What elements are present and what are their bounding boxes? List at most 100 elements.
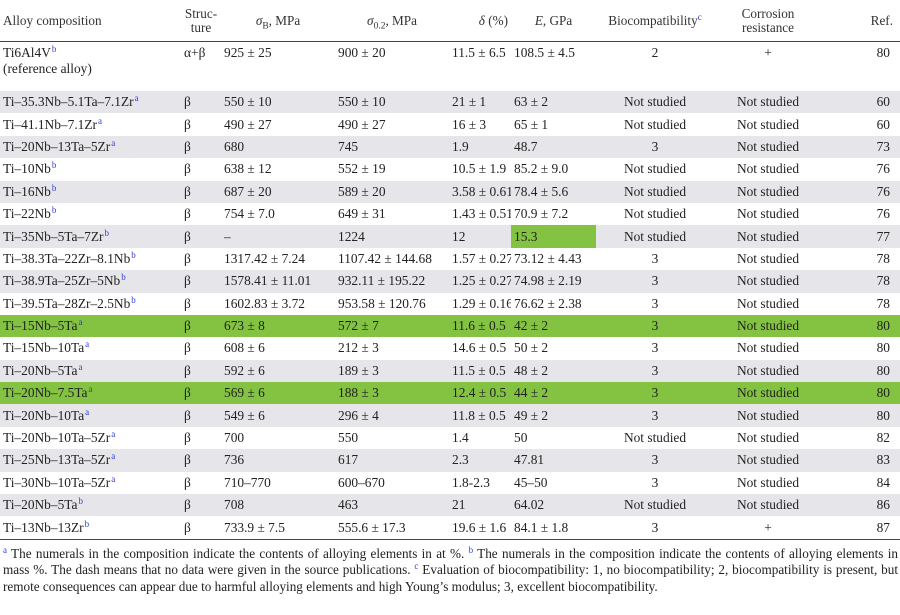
cell-ref: 78 (876, 295, 890, 311)
header-tensile-strength: σB, MPa (221, 0, 335, 42)
cell-composition: Ti–15Nb–5Taa (0, 314, 181, 338)
cell-composition: Ti–35Nb–5Ta–7Zrb (0, 225, 181, 248)
header-elongation: δ (%) (449, 0, 511, 42)
cell-ref: 80 (876, 45, 890, 60)
cell-composition: Ti–16Nbb (0, 180, 181, 203)
cell-structure: β (184, 340, 191, 356)
cell-modulus: 63 ± 2 (511, 91, 596, 114)
cell-structure: β (181, 91, 221, 114)
cell-ref: 86 (822, 494, 900, 517)
cell-corrosion: Not studied (714, 449, 822, 472)
cell-sigma-02: 1224 (335, 225, 449, 248)
cell-sigma-b: 680 (221, 135, 335, 159)
cell-corrosion: Not studied (736, 430, 800, 446)
table-row: Ti–20Nb–13Ta–5Zra β 680 745 1.9 48.7 3 Not stud… (0, 135, 900, 159)
cell-composition: Ti–13Nb–13Zrb (0, 516, 181, 540)
cell-structure: β (181, 225, 221, 248)
table-row: Ti6Al4Vb (reference alloy) α+β 925 ± 25 9… (0, 42, 900, 92)
cell-sigma-02: 900 ± 20 (338, 45, 386, 60)
cell-modulus: 45–50 (514, 474, 548, 490)
cell-biocompatibility: 3 (596, 449, 714, 472)
cell-sigma-02: 1107.42 ± 144.68 (338, 250, 432, 266)
cell-structure: β (181, 135, 221, 159)
table-row: Ti–30Nb–10Ta–5Zra β 710–770 600–670 1.8-2.3 4… (0, 472, 900, 494)
cell-composition: Ti–30Nb–10Ta–5Zra (3, 473, 116, 490)
cell-biocompatibility: 3 (651, 474, 659, 490)
footnote-a-mark: a (3, 544, 7, 555)
cell-structure: β (181, 382, 221, 405)
cell-sigma-02: 600–670 (338, 474, 385, 490)
cell-modulus: 48.7 (511, 135, 596, 159)
cell-corrosion: Not studied (714, 270, 822, 293)
cell-modulus: 74.98 ± 2.19 (511, 270, 596, 293)
header-yield-strength: σ0.2, MPa (335, 0, 449, 42)
cell-modulus: 78.4 ± 5.6 (511, 180, 596, 203)
cell-corrosion: Not studied (714, 359, 822, 383)
cell-sigma-b: – (221, 225, 335, 248)
table-row: Ti–20Nb–10Ta–5Zra β 700 550 1.4 50 Not studied… (0, 427, 900, 449)
footnote-c-text: Evaluation of biocompatibility: 1, no bi… (3, 562, 898, 594)
cell-ref: 60 (822, 91, 900, 114)
cell-structure: β (181, 494, 221, 517)
cell-composition: Ti–20Nb–10Taa (0, 404, 181, 427)
cell-modulus: 70.9 ± 7.2 (514, 206, 569, 222)
header-youngs-modulus: E, GPa (511, 0, 596, 42)
cell-structure: β (184, 206, 191, 222)
cell-structure: β (184, 161, 191, 177)
cell-sigma-02: 552 ± 19 (338, 161, 386, 177)
footnote-b-mark: b (468, 544, 474, 555)
cell-corrosion: Not studied (736, 161, 800, 177)
cell-sigma-b: 1602.83 ± 3.72 (224, 295, 305, 311)
cell-modulus: 15.3 (511, 225, 596, 248)
cell-sigma-02: 745 (335, 135, 449, 159)
cell-modulus: 47.81 (511, 449, 596, 472)
cell-modulus: 64.02 (511, 494, 596, 517)
cell-biocompatibility: 3 (596, 516, 714, 540)
table-row: Ti–25Nb–13Ta–5Zra β 736 617 2.3 47.81 3 Not stu… (0, 449, 900, 472)
table-row: Ti–16Nbb β 687 ± 20 589 ± 20 3.58 ± 0.61 78.4… (0, 180, 900, 203)
cell-sigma-02: 188 ± 3 (335, 382, 449, 405)
cell-sigma-02: 550 (338, 430, 359, 446)
cell-ref: 77 (822, 225, 900, 248)
cell-ref: 83 (822, 449, 900, 472)
cell-delta: 10.5 ± 1.9 (452, 161, 507, 177)
cell-ref: 80 (822, 404, 900, 427)
cell-sigma-b: 673 ± 8 (221, 314, 335, 338)
cell-ref: 76 (876, 206, 890, 222)
cell-modulus: 85.2 ± 9.0 (514, 161, 569, 177)
cell-sigma-02: 212 ± 3 (338, 340, 379, 356)
cell-ref: 73 (822, 135, 900, 159)
cell-biocompatibility: Not studied (623, 206, 687, 222)
cell-corrosion: Not studied (714, 382, 822, 405)
cell-sigma-b: 925 ± 25 (224, 45, 272, 60)
cell-biocompatibility: Not studied (623, 161, 687, 177)
cell-delta: 1.29 ± 0.16 (452, 295, 511, 311)
cell-structure: β (181, 449, 221, 472)
cell-sigma-02: 189 ± 3 (335, 359, 449, 383)
table-row: Ti–13Nb–13Zrb β 733.9 ± 7.5 555.6 ± 17.3 19.… (0, 516, 900, 540)
cell-structure: β (181, 314, 221, 338)
cell-sigma-b: 733.9 ± 7.5 (221, 516, 335, 540)
cell-sigma-b: 754 ± 7.0 (224, 206, 275, 222)
cell-composition: Ti–20Nb–5Taa (0, 359, 181, 383)
cell-corrosion: Not studied (736, 474, 800, 490)
table-footnotes: a The numerals in the composition indica… (0, 540, 900, 596)
cell-biocompatibility: Not studied (623, 116, 687, 132)
cell-sigma-b: 569 ± 6 (221, 382, 335, 405)
table-row: Ti–39.5Ta–28Zr–2.5Nbb β 1602.83 ± 3.72 953.… (0, 293, 900, 315)
alloy-properties-table: Alloy composition Struc-ture σB, MPa σ0.… (0, 0, 900, 540)
cell-biocompatibility: 3 (596, 382, 714, 405)
table-row: Ti–38.3Ta–22Zr–8.1Nbb β 1317.42 ± 7.24 1107… (0, 248, 900, 270)
cell-sigma-b: 638 ± 12 (224, 161, 272, 177)
cell-ref: 84 (876, 474, 890, 490)
cell-corrosion: Not studied (714, 314, 822, 338)
table-row: Ti–20Nb–7.5Taa β 569 ± 6 188 ± 3 12.4 ± 0.5 4… (0, 382, 900, 405)
cell-structure: β (181, 180, 221, 203)
cell-composition: Ti–22Nbb (3, 205, 57, 222)
cell-modulus: 50 (514, 430, 528, 446)
cell-delta: 19.6 ± 1.6 (449, 516, 511, 540)
cell-biocompatibility: 3 (596, 270, 714, 293)
cell-biocompatibility: 3 (596, 314, 714, 338)
cell-corrosion: Not studied (714, 225, 822, 248)
